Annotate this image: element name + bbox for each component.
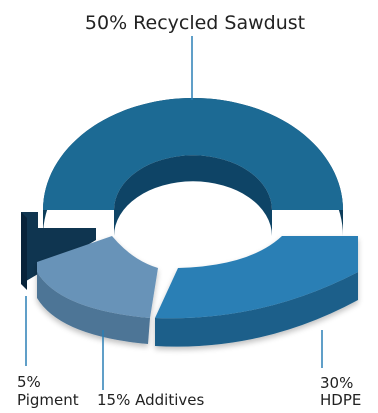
slice-recycled-sawdust xyxy=(43,98,343,236)
label-additives: 15% Additives xyxy=(97,391,204,409)
label-hdpe-name: HDPE xyxy=(320,391,361,409)
slice-additives-wall xyxy=(37,272,150,344)
slice-additives xyxy=(37,236,158,344)
label-hdpe-percent: 30% xyxy=(320,374,353,392)
slice-recycled-sawdust-inner-wall xyxy=(114,155,272,236)
slice-hdpe-top xyxy=(155,236,358,319)
slice-hdpe xyxy=(155,236,358,347)
label-pigment-percent: 5% xyxy=(17,373,41,391)
slice-additives-top xyxy=(37,236,158,318)
label-pigment-name: Pigment xyxy=(17,391,79,409)
label-recycled-sawdust: 50% Recycled Sawdust xyxy=(85,12,305,34)
slice-hdpe-wall xyxy=(155,272,358,347)
slice-recycled-sawdust-top xyxy=(43,98,343,210)
slice-pigment-wall xyxy=(21,212,27,290)
